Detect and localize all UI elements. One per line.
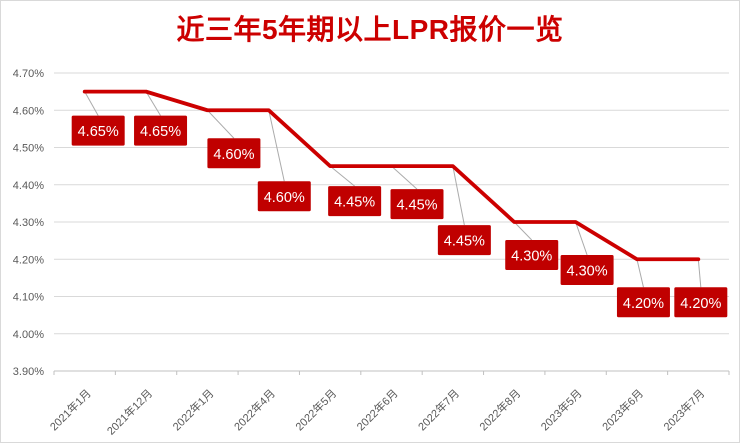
y-tick-label: 4.50% xyxy=(13,143,44,155)
leader-line xyxy=(513,221,533,241)
data-label-text: 4.45% xyxy=(396,198,437,214)
data-label-box xyxy=(71,115,125,146)
data-label-text: 4.60% xyxy=(264,190,305,206)
x-tick-label: 2022年7月 xyxy=(415,386,462,433)
y-tick-label: 4.60% xyxy=(13,105,44,117)
data-label-text: 4.30% xyxy=(567,264,608,280)
data-label-box xyxy=(207,138,261,169)
y-tick-label: 4.20% xyxy=(13,254,44,266)
x-tick-label: 2022年8月 xyxy=(476,386,523,433)
data-label-box xyxy=(328,186,382,217)
x-tick-label: 2023年5月 xyxy=(538,386,585,433)
data-label-text: 4.30% xyxy=(511,249,552,265)
data-label-text: 4.60% xyxy=(213,147,254,163)
x-tick-label: 2023年6月 xyxy=(599,386,646,433)
leader-line xyxy=(697,259,702,288)
leader-line xyxy=(84,91,99,116)
data-label-text: 4.65% xyxy=(140,124,181,140)
chart-title: 近三年5年期以上LPR报价一览 xyxy=(176,14,564,45)
x-tick-label: 2022年5月 xyxy=(292,386,339,433)
data-label-text: 4.45% xyxy=(444,234,485,250)
data-label-box xyxy=(560,255,614,285)
x-tick-label: 2021年12月 xyxy=(104,386,155,437)
y-tick-label: 4.00% xyxy=(13,329,44,341)
x-tick-label: 2022年1月 xyxy=(169,386,216,433)
leader-line xyxy=(207,109,235,139)
leader-line xyxy=(329,165,355,187)
x-tick-label: 2023年7月 xyxy=(660,386,707,433)
data-label-text: 4.20% xyxy=(680,296,721,312)
y-tick-label: 4.30% xyxy=(13,217,44,229)
data-label-text: 4.65% xyxy=(78,124,119,140)
data-label-box xyxy=(390,189,444,220)
data-label-text: 4.20% xyxy=(623,296,664,312)
y-tick-label: 4.40% xyxy=(13,180,44,192)
data-label-box xyxy=(437,225,491,256)
leader-line xyxy=(145,91,161,116)
leader-line xyxy=(636,259,644,288)
data-label-box xyxy=(134,115,188,146)
data-label-box xyxy=(674,287,728,318)
leader-line xyxy=(391,165,418,190)
x-tick-label: 2021年1月 xyxy=(47,386,94,433)
x-tick-label: 2022年4月 xyxy=(231,386,278,433)
y-tick-label: 3.90% xyxy=(13,366,44,378)
data-label-box xyxy=(616,287,670,318)
leader-line xyxy=(452,166,465,226)
data-label-text: 4.45% xyxy=(334,195,375,211)
data-label-box xyxy=(257,181,311,212)
lpr-rate-line xyxy=(82,89,701,262)
x-tick-label: 2022年6月 xyxy=(354,386,401,433)
leader-line xyxy=(268,110,285,182)
y-tick-label: 4.10% xyxy=(13,292,44,304)
leader-line xyxy=(575,221,588,256)
y-tick-label: 4.70% xyxy=(13,68,44,80)
data-label-box xyxy=(505,240,559,270)
